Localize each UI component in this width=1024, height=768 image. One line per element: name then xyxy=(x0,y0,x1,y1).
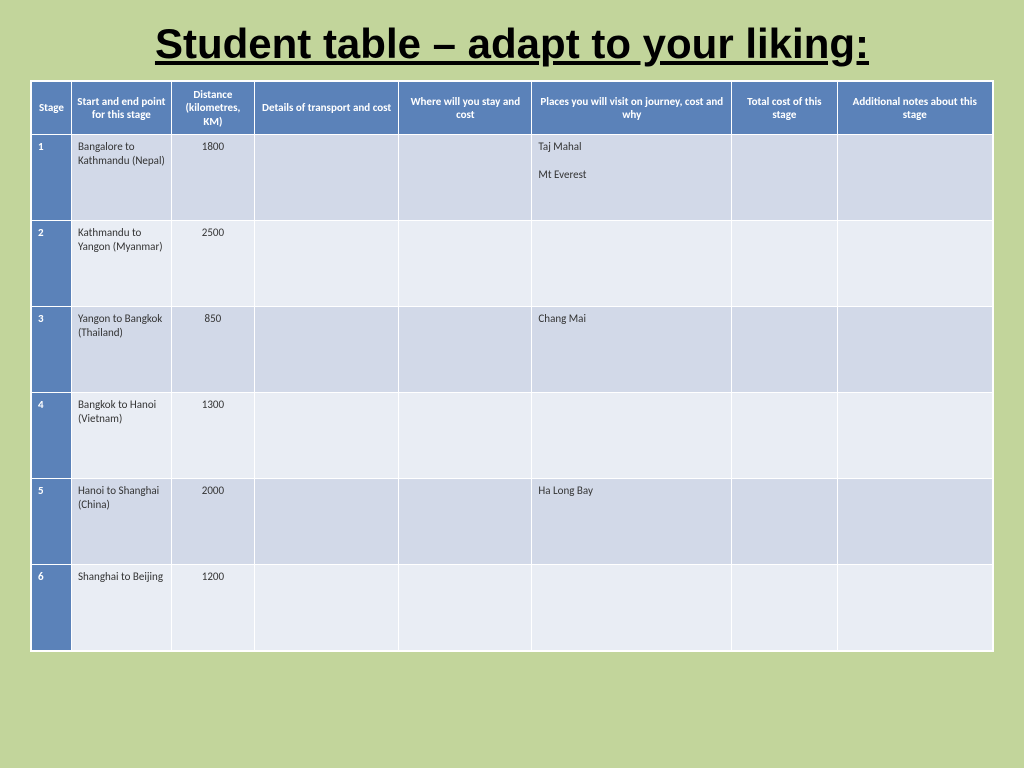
cell-stay xyxy=(399,134,532,220)
cell-transport xyxy=(255,220,399,306)
cell-stage: 6 xyxy=(32,564,72,650)
cell-notes xyxy=(837,220,992,306)
cell-distance: 2500 xyxy=(171,220,254,306)
table-row: 6Shanghai to Beijing1200 xyxy=(32,564,993,650)
cell-stage: 3 xyxy=(32,306,72,392)
table-row: 1Bangalore to Kathmandu (Nepal)1800 Taj M… xyxy=(32,134,993,220)
cell-notes xyxy=(837,564,992,650)
table-row: 4Bangkok to Hanoi (Vietnam)1300 xyxy=(32,392,993,478)
table-row: 5Hanoi to Shanghai (China)2000 Ha Long Ba… xyxy=(32,478,993,564)
cell-route: Bangkok to Hanoi (Vietnam) xyxy=(71,392,171,478)
cell-stay xyxy=(399,306,532,392)
cell-stage: 4 xyxy=(32,392,72,478)
cell-total xyxy=(732,478,837,564)
cell-route: Hanoi to Shanghai (China) xyxy=(71,478,171,564)
cell-stay xyxy=(399,564,532,650)
header-row: StageStart and end point for this stageD… xyxy=(32,82,993,135)
cell-distance: 1300 xyxy=(171,392,254,478)
cell-transport xyxy=(255,392,399,478)
cell-transport xyxy=(255,134,399,220)
col-header-2: Distance (kilometres, KM) xyxy=(171,82,254,135)
cell-notes xyxy=(837,392,992,478)
cell-stay xyxy=(399,220,532,306)
cell-route: Kathmandu to Yangon (Myanmar) xyxy=(71,220,171,306)
cell-stay xyxy=(399,478,532,564)
cell-stage: 1 xyxy=(32,134,72,220)
table-row: 3Yangon to Bangkok (Thailand)850 Chang Ma… xyxy=(32,306,993,392)
cell-transport xyxy=(255,478,399,564)
col-header-3: Details of transport and cost xyxy=(255,82,399,135)
cell-notes xyxy=(837,478,992,564)
cell-transport xyxy=(255,306,399,392)
cell-route: Yangon to Bangkok (Thailand) xyxy=(71,306,171,392)
cell-stage: 2 xyxy=(32,220,72,306)
table-head: StageStart and end point for this stageD… xyxy=(32,82,993,135)
student-table: StageStart and end point for this stageD… xyxy=(31,81,993,651)
cell-places: Taj Mahal Mt Everest xyxy=(532,134,732,220)
cell-distance: 1200 xyxy=(171,564,254,650)
col-header-1: Start and end point for this stage xyxy=(71,82,171,135)
student-table-wrap: StageStart and end point for this stageD… xyxy=(30,80,994,652)
cell-total xyxy=(732,134,837,220)
cell-route: Shanghai to Beijing xyxy=(71,564,171,650)
cell-distance: 2000 xyxy=(171,478,254,564)
cell-places xyxy=(532,392,732,478)
col-header-4: Where will you stay and cost xyxy=(399,82,532,135)
col-header-7: Additional notes about this stage xyxy=(837,82,992,135)
col-header-0: Stage xyxy=(32,82,72,135)
cell-notes xyxy=(837,134,992,220)
cell-total xyxy=(732,564,837,650)
cell-stage: 5 xyxy=(32,478,72,564)
cell-total xyxy=(732,220,837,306)
slide: Student table – adapt to your liking: St… xyxy=(0,0,1024,768)
col-header-5: Places you will visit on journey, cost a… xyxy=(532,82,732,135)
table-body: 1Bangalore to Kathmandu (Nepal)1800 Taj M… xyxy=(32,134,993,650)
cell-total xyxy=(732,306,837,392)
table-row: 2Kathmandu to Yangon (Myanmar)2500 xyxy=(32,220,993,306)
cell-notes xyxy=(837,306,992,392)
cell-distance: 850 xyxy=(171,306,254,392)
cell-places: Ha Long Bay xyxy=(532,478,732,564)
cell-stay xyxy=(399,392,532,478)
page-title: Student table – adapt to your liking: xyxy=(30,20,994,68)
cell-total xyxy=(732,392,837,478)
cell-places xyxy=(532,564,732,650)
cell-route: Bangalore to Kathmandu (Nepal) xyxy=(71,134,171,220)
cell-places xyxy=(532,220,732,306)
col-header-6: Total cost of this stage xyxy=(732,82,837,135)
cell-transport xyxy=(255,564,399,650)
cell-distance: 1800 xyxy=(171,134,254,220)
cell-places: Chang Mai xyxy=(532,306,732,392)
